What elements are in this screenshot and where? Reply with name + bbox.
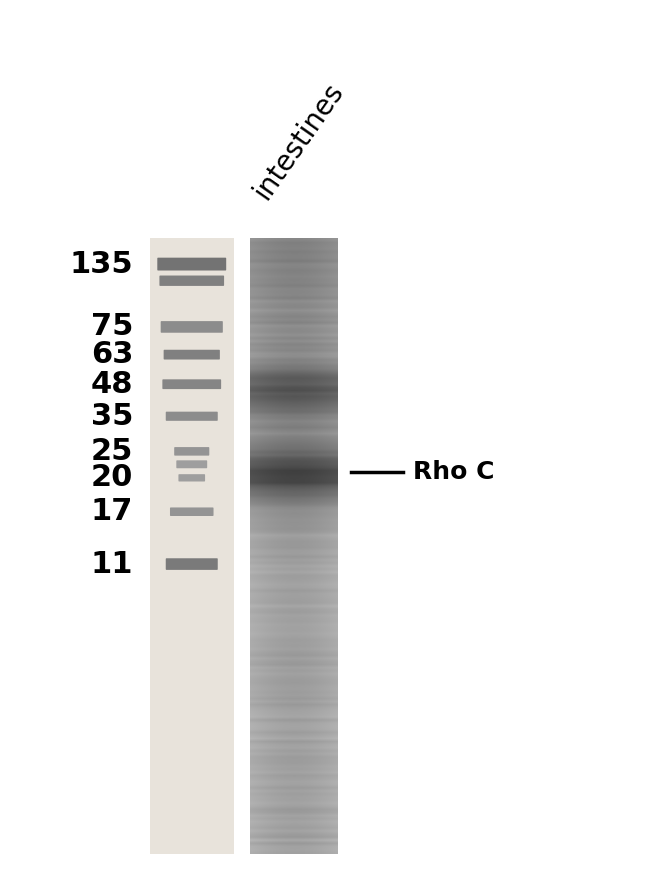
- FancyBboxPatch shape: [162, 379, 221, 389]
- Bar: [150, 238, 234, 854]
- Text: 25: 25: [91, 436, 133, 466]
- FancyBboxPatch shape: [178, 474, 205, 481]
- Text: 35: 35: [91, 402, 133, 430]
- Text: intestines: intestines: [249, 77, 349, 204]
- FancyBboxPatch shape: [176, 460, 207, 468]
- Text: 20: 20: [91, 464, 133, 492]
- Text: 48: 48: [91, 370, 133, 399]
- Text: Rho C: Rho C: [413, 459, 494, 484]
- FancyBboxPatch shape: [174, 447, 209, 456]
- FancyBboxPatch shape: [170, 508, 213, 516]
- Text: 75: 75: [91, 312, 133, 341]
- Text: 135: 135: [70, 250, 133, 279]
- FancyBboxPatch shape: [157, 258, 226, 270]
- Text: 11: 11: [91, 550, 133, 578]
- FancyBboxPatch shape: [159, 275, 224, 286]
- FancyBboxPatch shape: [164, 349, 220, 360]
- Text: 63: 63: [91, 341, 133, 369]
- Text: 17: 17: [91, 497, 133, 526]
- FancyBboxPatch shape: [166, 412, 218, 421]
- FancyBboxPatch shape: [166, 558, 218, 570]
- FancyBboxPatch shape: [161, 321, 223, 333]
